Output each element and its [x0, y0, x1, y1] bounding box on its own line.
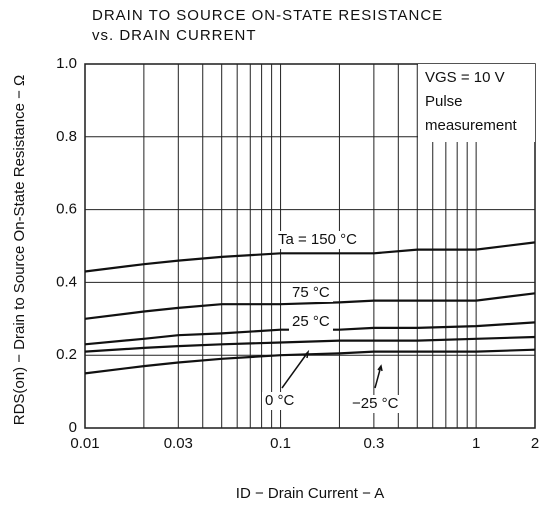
- label-bg: [262, 392, 298, 410]
- series-line: [84, 292, 536, 320]
- x-tick-label: 0.01: [70, 435, 99, 452]
- annotation-box: [418, 64, 535, 142]
- x-axis-label: ID − Drain Current − A: [236, 485, 384, 502]
- label-bg: [275, 231, 367, 249]
- arrow: [281, 349, 310, 389]
- series-line: [84, 335, 536, 353]
- annotation: VGS = 10 V: [425, 69, 505, 86]
- series-label: Ta = 150 °C: [278, 231, 357, 248]
- x-tick-label: 1: [472, 435, 480, 452]
- y-tick-label: 0: [69, 419, 77, 436]
- series-label: 25 °C: [292, 313, 330, 330]
- x-tick-label: 0.3: [363, 435, 384, 452]
- series-label: −25 °C: [352, 395, 399, 412]
- chart-title: vs. DRAIN CURRENT: [92, 27, 257, 44]
- y-tick-label: 1.0: [56, 55, 77, 72]
- series-label: 75 °C: [292, 284, 330, 301]
- arrow: [374, 364, 383, 389]
- annotation: Pulse: [425, 93, 463, 110]
- series-line: [84, 348, 536, 375]
- x-tick-label: 2: [531, 435, 539, 452]
- label-bg: [349, 395, 401, 413]
- x-tick-label: 0.03: [164, 435, 193, 452]
- y-axis-label: RDS(on) − Drain to Source On-State Resis…: [11, 75, 28, 426]
- x-tick-label: 0.1: [270, 435, 291, 452]
- series-label: 0 °C: [265, 392, 295, 409]
- y-tick-label: 0.2: [56, 346, 77, 363]
- chart-title: DRAIN TO SOURCE ON-STATE RESISTANCE: [92, 7, 443, 24]
- y-tick-label: 0.8: [56, 128, 77, 145]
- series-line: [84, 241, 536, 273]
- annotation: measurement: [425, 117, 518, 134]
- y-tick-label: 0.6: [56, 201, 77, 218]
- label-bg: [289, 284, 333, 302]
- y-tick-label: 0.4: [56, 273, 77, 290]
- label-bg: [289, 313, 333, 331]
